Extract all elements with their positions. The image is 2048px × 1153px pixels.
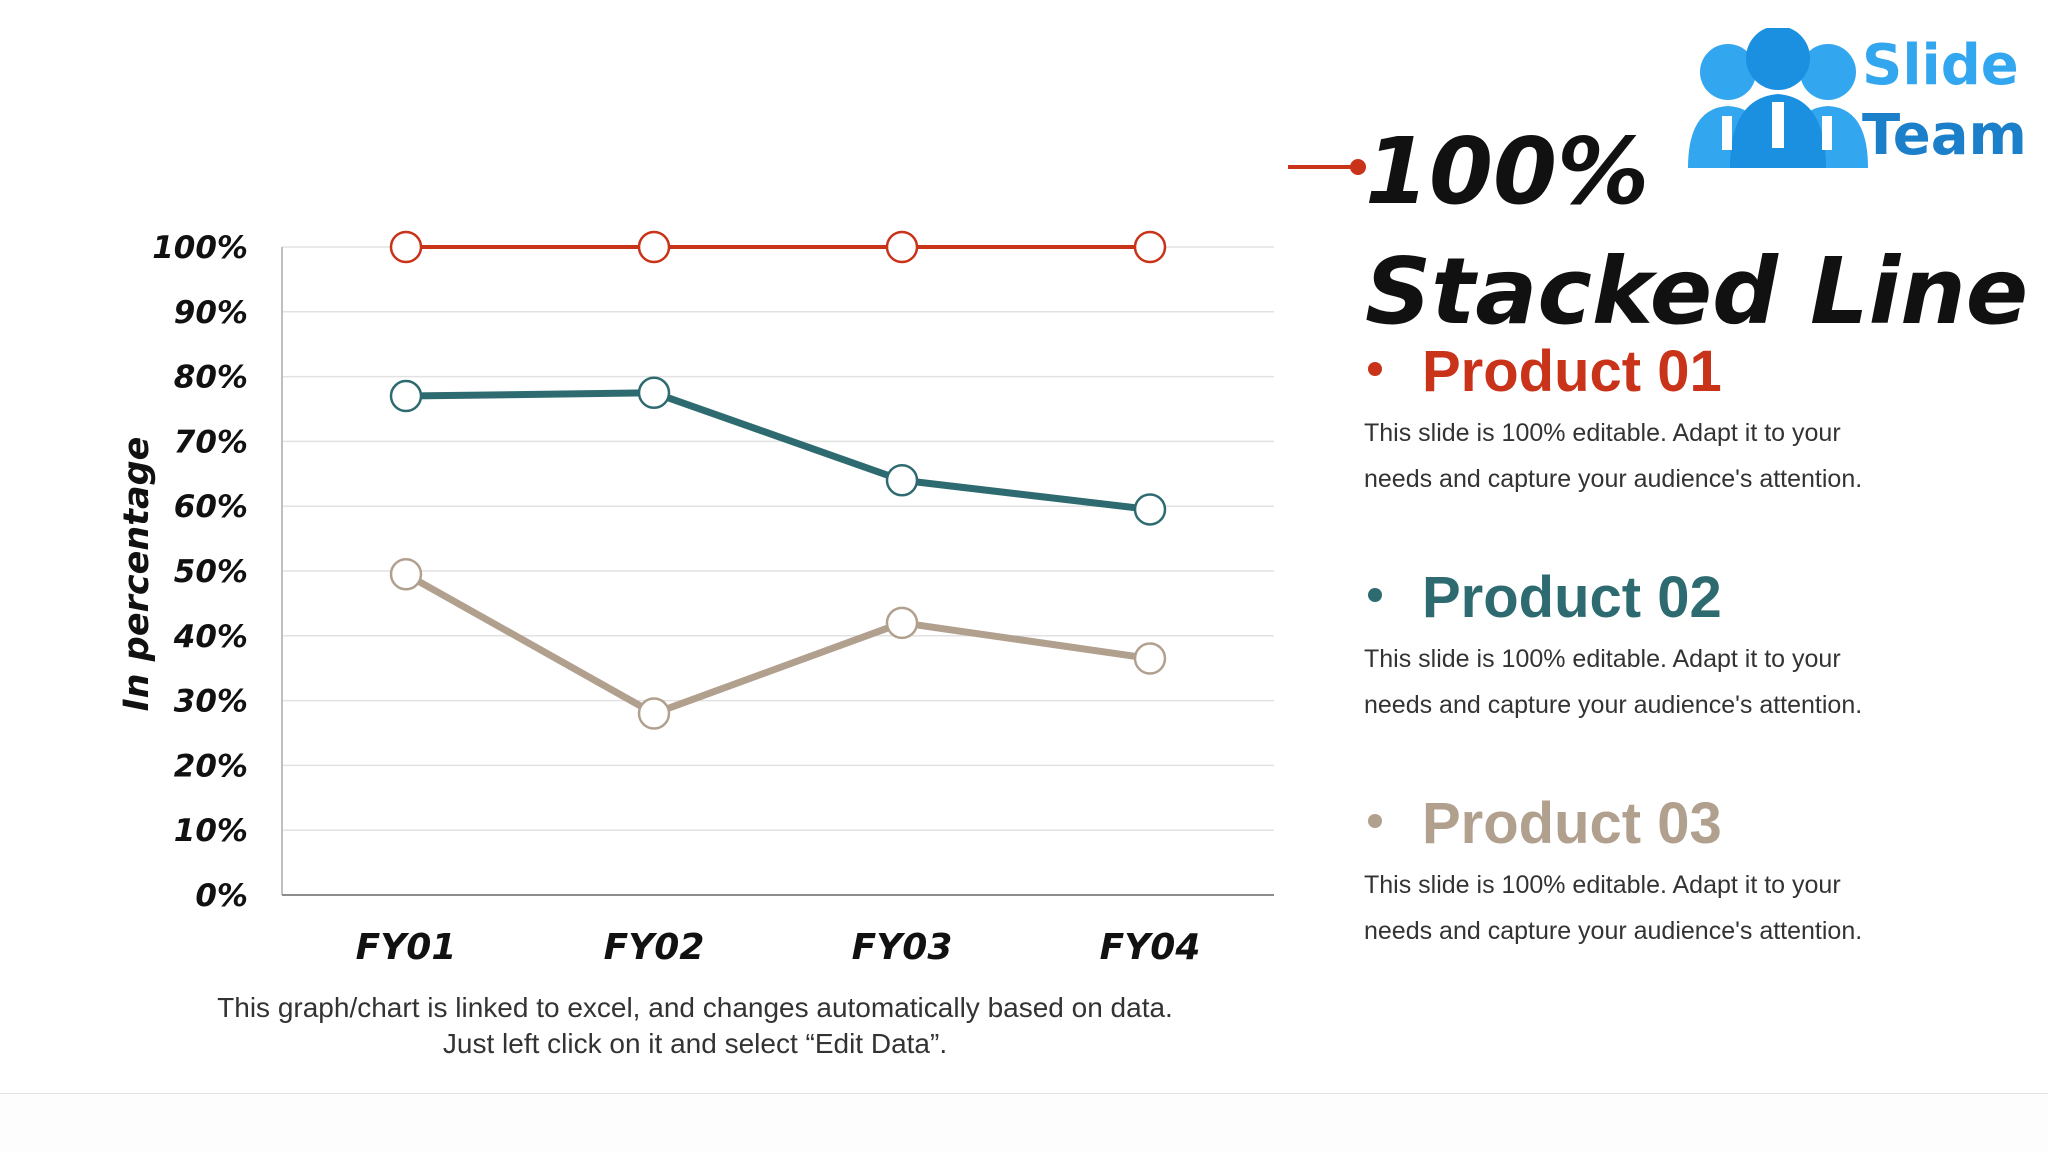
data-point [637,376,671,410]
product-description: This slide is 100% editable. Adapt it to… [1364,419,1863,493]
y-tick-label: 40% [173,619,248,655]
data-point [885,230,919,264]
series-3 [389,557,1167,730]
data-point [637,697,671,730]
y-tick-label: 50% [174,554,248,590]
gridlines [282,246,1274,831]
x-axis-ticks: FY01 FY02 FY03 FY04 [356,927,1201,960]
data-point [1133,493,1167,526]
data-point [885,606,919,640]
chart-note: This graph/chart is linked to excel, and… [217,992,1173,1059]
x-tick-label: FY01 [356,927,457,960]
data-point [389,557,423,591]
data-point [389,379,423,413]
legend-item-product-02: Product 02 This slide is 100% editable. … [1362,562,1882,728]
series-2 [389,376,1167,526]
data-point [389,230,423,264]
slide-title: 100% Stacked Line [1365,118,2029,345]
data-point [1133,642,1167,675]
title-pointer-dot [1350,159,1366,175]
y-tick-label: 100% [152,230,248,266]
product-name: Product 03 [1422,791,1722,856]
x-tick-label: FY04 [1100,927,1201,960]
y-tick-label: 10% [174,813,248,849]
y-axis-title: In percentage [117,437,157,712]
line-chart: 0%10%20%30%40%50%60%70%80%90%100% FY01 FY… [117,230,1274,960]
title-pointer-line [1288,165,1356,169]
series-line [402,389,1154,513]
x-tick-label: FY02 [604,927,705,960]
bullet-icon [1368,588,1382,602]
logo-text-slide: Slide [1862,33,2019,98]
legend-item-product-01: Product 01 This slide is 100% editable. … [1362,336,1882,502]
logo-text-team: Team [1862,103,2027,168]
y-tick-label: 30% [174,684,248,720]
product-name: Product 01 [1422,339,1722,404]
y-tick-label: 80% [174,360,248,396]
y-tick-label: 0% [195,878,248,914]
x-tick-label: FY03 [852,927,953,960]
data-point [1133,230,1167,264]
product-description: This slide is 100% editable. Adapt it to… [1364,645,1863,719]
y-axis-ticks: 0% 10% 20% 30% 40% 50% 60% 70% 80% 90% 100% [152,230,248,914]
footer-band [0,1093,2048,1153]
y-tick-label: 20% [174,748,248,784]
product-description: This slide is 100% editable. Adapt it to… [1364,871,1863,945]
data-point [637,230,671,264]
series-line [402,570,1154,718]
axes [281,247,1274,896]
bullet-icon [1368,362,1382,376]
people-icon [1688,28,1868,168]
y-tick-label: 70% [174,424,248,460]
y-tick-label: 90% [174,295,248,331]
series-1 [389,230,1167,264]
legend-item-product-03: Product 03 This slide is 100% editable. … [1362,788,1882,954]
bullet-icon [1368,814,1382,828]
y-tick-label: 60% [174,489,248,525]
series-lines [389,230,1167,730]
data-point [885,464,919,497]
product-name: Product 02 [1422,565,1722,630]
